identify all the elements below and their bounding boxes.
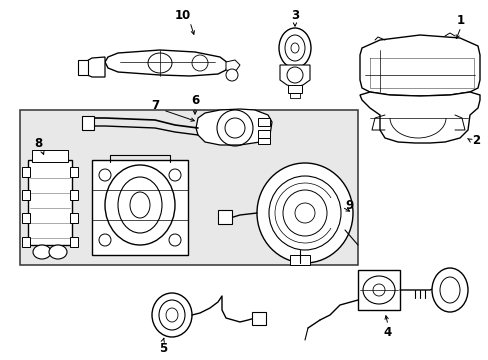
Bar	[22, 167, 30, 177]
Bar	[70, 167, 78, 177]
Text: 2: 2	[471, 134, 479, 147]
Bar	[258, 130, 269, 138]
Bar	[82, 116, 94, 130]
Polygon shape	[196, 109, 271, 145]
Polygon shape	[28, 160, 72, 245]
Bar	[22, 190, 30, 200]
Text: 4: 4	[383, 325, 391, 338]
Ellipse shape	[257, 163, 352, 263]
Text: 10: 10	[175, 9, 191, 22]
Ellipse shape	[33, 245, 51, 259]
Bar	[70, 213, 78, 223]
Bar	[289, 93, 299, 98]
Bar	[22, 237, 30, 247]
Ellipse shape	[225, 69, 238, 81]
Polygon shape	[82, 57, 105, 77]
Bar	[258, 138, 269, 144]
Ellipse shape	[431, 268, 467, 312]
Bar	[289, 255, 309, 265]
Bar	[70, 190, 78, 200]
Text: 7: 7	[151, 99, 159, 112]
Bar	[251, 312, 265, 325]
Ellipse shape	[279, 28, 310, 68]
Text: 3: 3	[290, 9, 299, 22]
Bar	[22, 213, 30, 223]
Ellipse shape	[152, 293, 192, 337]
Polygon shape	[357, 270, 399, 310]
Text: 9: 9	[345, 198, 353, 212]
Bar	[78, 60, 88, 75]
Bar	[70, 237, 78, 247]
Polygon shape	[280, 65, 309, 87]
Bar	[258, 118, 269, 126]
Polygon shape	[359, 92, 479, 143]
Text: 8: 8	[34, 136, 42, 149]
Text: 1: 1	[456, 14, 464, 27]
Bar	[20, 110, 357, 265]
Text: 5: 5	[159, 342, 167, 355]
Bar	[218, 210, 231, 224]
Ellipse shape	[49, 245, 67, 259]
Polygon shape	[92, 160, 187, 255]
Polygon shape	[359, 35, 479, 96]
Polygon shape	[105, 50, 227, 76]
Bar	[32, 150, 68, 162]
Ellipse shape	[105, 165, 175, 245]
Text: 6: 6	[190, 94, 199, 107]
Bar	[287, 85, 302, 93]
Polygon shape	[225, 60, 240, 72]
